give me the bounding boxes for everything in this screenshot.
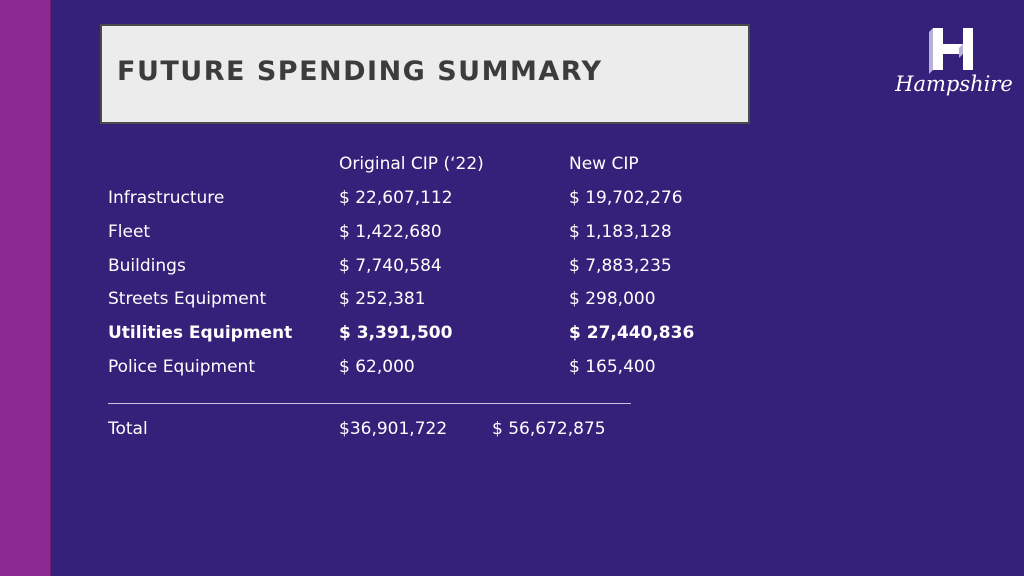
total-label: Total [108,419,148,439]
row-new-value: $ 7,883,235 [569,256,672,276]
row-new-value: $ 165,400 [569,357,656,377]
row-category-highlight: Utilities Equipment [108,323,293,343]
h-letter-icon [929,28,973,74]
header-original-cip: Original CIP (‘22) [339,154,484,174]
row-original-value: $ 7,740,584 [339,256,442,276]
row-category: Fleet [108,222,151,242]
hampshire-logo: Hampshire [893,24,1015,108]
row-new-value: $ 1,183,128 [569,222,672,242]
side-accent-bar [0,0,51,576]
slide-title: FUTURE SPENDING SUMMARY [117,56,603,87]
row-new-value: $ 298,000 [569,289,656,309]
row-new-value-highlight: $ 27,440,836 [569,323,695,343]
row-original-value-highlight: $ 3,391,500 [339,323,453,343]
row-original-value: $ 252,381 [339,289,426,309]
row-original-value: $ 1,422,680 [339,222,442,242]
row-new-value: $ 19,702,276 [569,188,683,208]
header-new-cip: New CIP [569,154,639,174]
total-divider [108,403,631,404]
row-category: Streets Equipment [108,289,267,309]
row-category: Infrastructure [108,188,225,208]
total-original-value: $36,901,722 [339,419,448,439]
total-new-value: $ 56,672,875 [492,419,606,439]
row-original-value: $ 22,607,112 [339,188,453,208]
row-original-value: $ 62,000 [339,357,415,377]
row-category: Police Equipment [108,357,255,377]
logo-wordmark: Hampshire [895,72,1013,96]
row-category: Buildings [108,256,186,276]
title-box: FUTURE SPENDING SUMMARY [100,24,750,124]
